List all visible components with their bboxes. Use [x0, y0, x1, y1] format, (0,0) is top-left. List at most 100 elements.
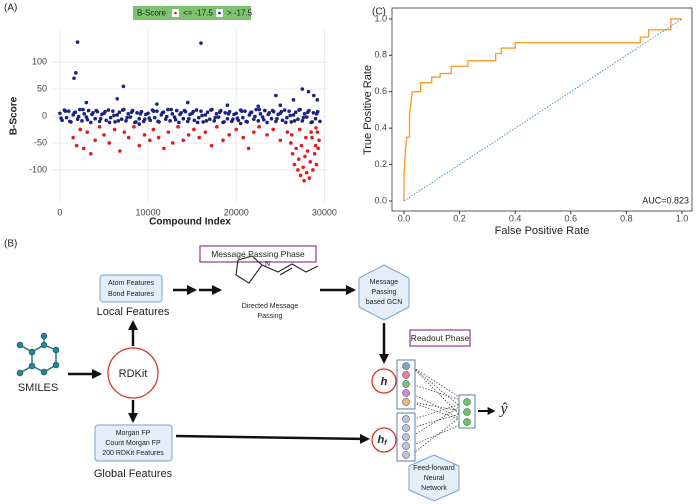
point [209, 108, 213, 112]
y-tick-label: 50 [37, 83, 47, 93]
point [278, 138, 283, 143]
point [215, 124, 219, 129]
point [314, 162, 319, 167]
point [300, 119, 305, 123]
global-features-label: Global Features [94, 468, 173, 480]
point [225, 116, 230, 121]
point [151, 127, 156, 132]
point [118, 149, 122, 153]
local-input-box [99, 274, 163, 303]
point [115, 96, 120, 101]
point [178, 112, 182, 117]
point [142, 117, 147, 122]
point [222, 120, 226, 124]
point [113, 120, 117, 124]
point [73, 71, 78, 75]
point [64, 115, 69, 120]
point [311, 93, 316, 98]
point [301, 115, 306, 120]
output-label: ŷ [498, 401, 508, 418]
point [271, 127, 276, 132]
point [85, 117, 90, 122]
point [256, 119, 261, 123]
point [199, 109, 203, 113]
point [225, 103, 230, 108]
point [169, 107, 174, 112]
point [265, 120, 269, 125]
gcn-label: Passing [372, 289, 397, 296]
point [300, 87, 305, 91]
point [119, 117, 124, 122]
point [238, 121, 243, 126]
point [227, 133, 231, 137]
point [297, 108, 301, 112]
point [160, 110, 165, 115]
panel-label: (A) [4, 3, 17, 14]
phase-box [409, 329, 471, 347]
phase-label: Readout Phase [411, 333, 470, 343]
point [226, 112, 231, 116]
dmp-label: Passing [258, 313, 283, 320]
point [176, 124, 180, 129]
point [58, 111, 62, 116]
point [311, 110, 316, 115]
point [148, 138, 152, 143]
point [181, 116, 186, 121]
legend-label: <= -17.5 [183, 9, 213, 18]
point [252, 130, 256, 134]
point [199, 41, 203, 45]
point [315, 98, 320, 102]
point [214, 112, 219, 116]
point [162, 146, 166, 151]
point [152, 115, 157, 120]
point [204, 119, 209, 123]
point [234, 127, 239, 132]
point [192, 118, 197, 123]
point [302, 178, 306, 183]
point [296, 168, 300, 172]
point [274, 93, 278, 98]
point [241, 135, 246, 140]
h-label: h [381, 376, 388, 388]
point [310, 120, 315, 124]
point [103, 109, 107, 114]
hf-label: hf [377, 434, 387, 447]
ffnn-hexagon [408, 454, 460, 502]
point [316, 146, 320, 151]
point [121, 84, 126, 89]
point [209, 143, 214, 148]
point [231, 117, 235, 122]
point [71, 135, 75, 140]
point [90, 112, 94, 117]
y-axis-label: True Positive Rate [362, 65, 374, 155]
h-circle [371, 368, 397, 394]
point [213, 115, 218, 120]
local-input: Atom Features [108, 280, 154, 287]
point [289, 120, 294, 124]
point [128, 115, 133, 119]
global-input: 200 RDKit Features [102, 450, 164, 457]
point [107, 120, 112, 125]
point [185, 119, 190, 124]
point [317, 138, 321, 143]
point [270, 108, 275, 113]
point [306, 110, 310, 115]
legend-key-dot [174, 11, 177, 15]
point [269, 116, 274, 121]
point [182, 108, 187, 113]
gcn-hexagon [358, 264, 410, 321]
y-tick-label: 0 [42, 110, 47, 120]
ffnn-edges [410, 365, 468, 456]
point [313, 116, 318, 121]
x-tick-label: 0.4 [509, 213, 522, 223]
point [93, 116, 97, 121]
point [274, 119, 278, 124]
point [111, 109, 115, 113]
x-tick-label: 0.8 [620, 213, 633, 223]
point [311, 168, 315, 172]
point [304, 115, 309, 119]
point [314, 126, 318, 130]
point [177, 120, 181, 125]
point [217, 110, 222, 115]
point [244, 119, 248, 124]
